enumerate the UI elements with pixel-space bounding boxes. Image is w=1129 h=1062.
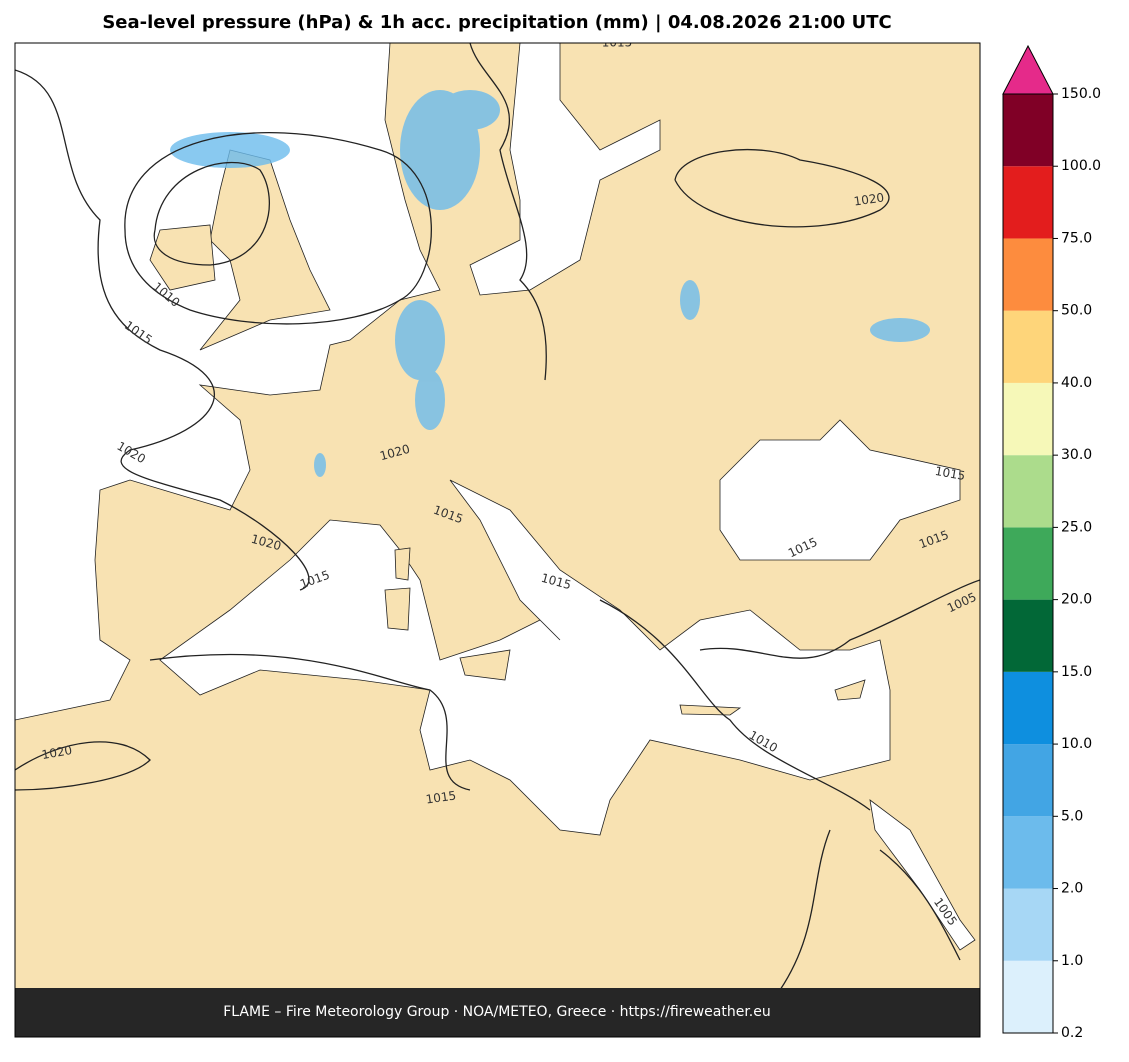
colorbar-tick-label: 25.0 [1061, 519, 1092, 535]
colorbar-bin [1003, 599, 1053, 672]
colorbar-bin [1003, 455, 1053, 528]
islands [149, 149, 866, 716]
contour-label: 1020 [41, 743, 74, 762]
colorbar-bin [1003, 816, 1053, 889]
colorbar-tick-label: 0.2 [1061, 1025, 1083, 1041]
precip-area [170, 132, 290, 168]
colorbar-tick-label: 50.0 [1061, 303, 1092, 319]
colorbar-bin [1003, 744, 1053, 817]
colorbar-tick-label: 75.0 [1061, 230, 1092, 246]
precip-area [440, 90, 500, 130]
colorbar-bin [1003, 166, 1053, 239]
colorbar-tick-label: 15.0 [1061, 664, 1092, 680]
colorbar: 0.2 1.0 2.0 5.0 10.0 15.0 20.0 25.0 30.0 40.0 50.0… [1002, 44, 1101, 1041]
precip-area [314, 453, 326, 477]
colorbar-frame [1002, 93, 1054, 1034]
colorbar-bin [1003, 671, 1053, 745]
colorbar-bin [1003, 888, 1053, 961]
colorbar-tick-label: 20.0 [1061, 592, 1092, 608]
contour-label: 1015 [934, 464, 967, 483]
precip-area [395, 300, 445, 380]
colorbar-bin [1003, 382, 1053, 456]
footer-bar [15, 988, 980, 1037]
colorbar-tick-label: 2.0 [1061, 881, 1083, 897]
colorbar-bin [1003, 960, 1053, 1033]
contour-label: 1020 [853, 190, 885, 208]
colorbar-bin [1003, 310, 1053, 383]
precip-area [680, 280, 700, 320]
colorbar-tick-label: 150.0 [1061, 86, 1101, 102]
precip-area [870, 318, 930, 342]
isobars [15, 43, 980, 991]
seas [15, 43, 976, 951]
colorbar-tick-label: 5.0 [1061, 808, 1083, 824]
colorbar-bin [1003, 238, 1053, 311]
contour-label: 1015 [425, 788, 457, 806]
precipitation [170, 90, 930, 477]
colorbar-tick-label: 30.0 [1061, 447, 1092, 463]
colorbar-tick-label: 10.0 [1061, 736, 1092, 752]
colorbar-bin [1003, 527, 1053, 600]
map-frame [14, 42, 981, 1038]
colorbar-tick-label: 40.0 [1061, 375, 1092, 391]
colorbar-extend [1002, 44, 1054, 95]
colorbar-tick-label: 100.0 [1061, 158, 1101, 174]
title: Sea-level pressure (hPa) & 1h acc. preci… [102, 12, 891, 33]
footer: FLAME – Fire Meteorology Group · NOA/MET… [223, 1004, 771, 1020]
colorbar-tick-label: 1.0 [1061, 953, 1083, 969]
colorbar-bin [1003, 94, 1053, 167]
contour-label: 1015 [602, 36, 633, 50]
precip-area [415, 370, 445, 430]
